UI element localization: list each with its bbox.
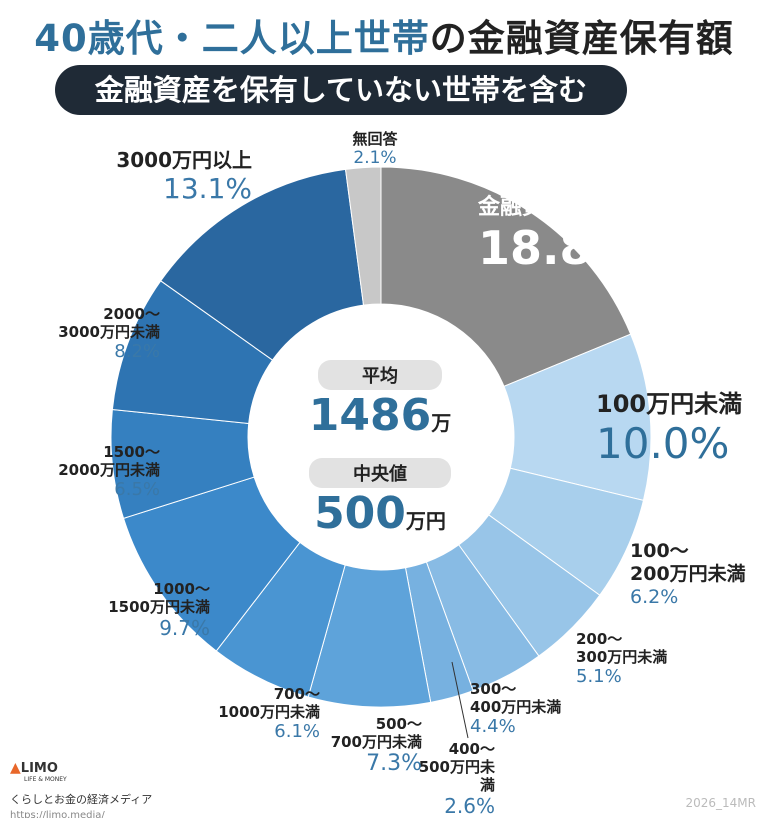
- category-text: 無回答: [352, 130, 398, 148]
- category-text: 400〜: [448, 740, 495, 758]
- slice-label: 700〜 1000万円未満 6.1%: [170, 685, 320, 743]
- category-text: 2000万円未満: [58, 461, 160, 479]
- category-text: 500万円未満: [418, 758, 495, 794]
- page-title: 40歳代・二人以上世帯の金融資産保有額: [0, 8, 768, 62]
- average-value: 1486: [308, 390, 432, 441]
- category-text: 100〜: [630, 540, 689, 562]
- slice-label: 100万円未満 10.0%: [596, 390, 742, 469]
- slice-0: [380, 166, 632, 387]
- category-text: 700万円未満: [330, 733, 422, 751]
- percent-label: 7.3%: [366, 751, 422, 776]
- percent-label: 10.0%: [596, 418, 730, 468]
- category-text: 1000万円未満: [218, 703, 320, 721]
- category-text: 2000〜: [103, 305, 160, 323]
- category-text: 200万円未満: [630, 562, 746, 585]
- category-text: 3000万円未満: [58, 323, 160, 341]
- slice-label: 2000〜 3000万円未満 8.2%: [10, 305, 160, 363]
- percent-label: 9.7%: [159, 616, 210, 640]
- category-text: 金融資産非保有: [478, 195, 633, 220]
- category-text: 300〜: [470, 680, 517, 698]
- slice-label: 1000〜 1500万円未満 9.7%: [60, 580, 210, 640]
- percent-label: 6.2%: [630, 585, 679, 608]
- category-text: 1000〜: [153, 580, 210, 598]
- median-block: 中央値 500万円: [300, 458, 460, 539]
- category-text: 300万円未満: [576, 648, 668, 666]
- average-label: 平均: [318, 360, 442, 390]
- percent-label: 2.6%: [444, 794, 495, 818]
- percent-label: 8.2%: [114, 341, 160, 362]
- category-text: 3000万円以上: [116, 148, 252, 172]
- category-text: 200〜: [576, 630, 623, 648]
- flame-icon: ▲: [10, 760, 21, 776]
- title-rest: の金融資産保有額: [429, 17, 734, 60]
- category-text: 100万円未満: [596, 390, 743, 418]
- slice-label: 400〜 500万円未満 2.6%: [405, 740, 495, 818]
- median-unit: 万円: [405, 509, 446, 533]
- slice-12: [344, 166, 382, 306]
- watermark: 2026_14MR: [685, 796, 757, 810]
- percent-label: 4.4%: [470, 716, 516, 737]
- category-text: 700〜: [273, 685, 320, 703]
- slice-label: 1500〜 2000万円未満 6.5%: [10, 443, 160, 501]
- slice-label: 300〜 400万円未満 4.4%: [470, 680, 561, 738]
- brand-sub: LIFE & MONEY: [24, 776, 67, 783]
- category-text: 1500〜: [103, 443, 160, 461]
- brand-name: LIMO: [20, 761, 58, 776]
- category-text: 500〜: [375, 715, 422, 733]
- url: https://limo.media/: [10, 810, 105, 818]
- percent-label: 2.1%: [353, 148, 397, 168]
- percent-label: 6.5%: [114, 479, 160, 500]
- tagline: くらしとお金の経済メディア: [10, 793, 153, 806]
- leader-line: [451, 661, 469, 739]
- subtitle-pill: 金融資産を保有していない世帯を含む: [55, 65, 627, 115]
- average-block: 平均 1486万円: [300, 360, 460, 492]
- slice-11: [160, 168, 365, 361]
- category-text: 400万円未満: [470, 698, 562, 716]
- slice-label: 3000万円以上 13.1%: [102, 148, 252, 206]
- slice-label: 無回答 2.1%: [325, 130, 425, 168]
- percent-label: 6.1%: [274, 721, 320, 742]
- limo-logo: ▲LIMO LIFE & MONEY くらしとお金の経済メディア https:/…: [10, 760, 152, 818]
- median-label: 中央値: [309, 458, 451, 488]
- percent-label: 13.1%: [163, 172, 252, 205]
- category-text: 1500万円未満: [108, 598, 210, 616]
- slice-label: 500〜 700万円未満 7.3%: [272, 715, 422, 777]
- percent-label: 5.1%: [576, 666, 622, 687]
- slice-label: 金融資産非保有 18.8%: [478, 195, 638, 277]
- percent-label: 18.8%: [478, 221, 638, 276]
- slice-label: 100〜 200万円未満 6.2%: [630, 540, 746, 608]
- title-highlight: 40歳代・二人以上世帯: [34, 17, 430, 60]
- slice-label: 200〜 300万円未満 5.1%: [576, 630, 667, 688]
- median-value: 500: [314, 488, 406, 539]
